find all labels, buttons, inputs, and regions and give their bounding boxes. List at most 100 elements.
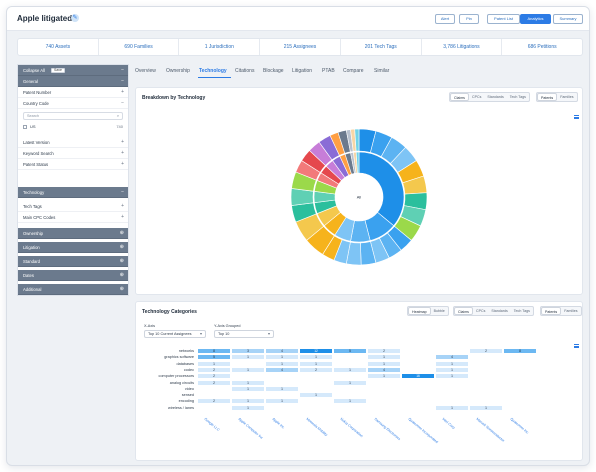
standards-toggle[interactable]: Standards [487,95,504,99]
heatmap-cell[interactable] [402,368,434,372]
heatmap-cell[interactable] [300,387,332,391]
plus-icon[interactable]: + [121,214,124,220]
patents-toggle[interactable]: Patents [541,307,562,315]
filter-main-cpc-codes[interactable]: Main CPC Codes + [18,212,128,223]
heatmap-cell[interactable]: 1 [368,361,400,366]
section-technology[interactable]: Technology − [18,187,128,198]
section-ownership[interactable]: Ownership ⊕ [18,228,128,239]
section-dates[interactable]: Dates ⊕ [18,270,128,281]
sunburst-inner-segment[interactable] [358,151,405,227]
heatmap-cell[interactable] [402,349,434,353]
stat-families[interactable]: 690 Families [99,39,180,55]
heatmap-cell[interactable] [368,406,400,410]
tab-similar[interactable]: Similar [374,68,390,74]
heatmap-cell[interactable] [470,399,502,403]
heatmap-cell[interactable] [300,406,332,410]
heatmap-cell[interactable]: 1 [334,380,366,385]
plus-icon[interactable]: + [121,89,124,95]
heatmap-cell[interactable]: 4 [266,349,298,353]
patent-list-button[interactable]: Patent List [487,14,520,24]
heatmap-cell[interactable]: 1 [232,399,264,404]
heatmap-cell[interactable] [470,381,502,385]
heatmap-cell[interactable]: 4 [266,367,298,372]
heatmap-cell[interactable] [198,393,230,397]
heatmap-cell[interactable]: 2 [198,399,230,404]
heatmap-cell[interactable] [402,393,434,397]
families-toggle[interactable]: Families [560,95,574,99]
heatmap-cell[interactable]: 2 [300,367,332,372]
heatmap-cell[interactable]: 2 [198,374,230,379]
heatmap-column-label[interactable]: Qualcomm Inc [509,417,530,435]
stat-tech-tags[interactable]: 201 Tech Tags [341,39,422,55]
standards-toggle[interactable]: Standards [491,309,508,313]
heatmap-cell[interactable] [470,368,502,372]
heatmap-cell[interactable]: 1 [198,361,230,366]
heatmap-cell[interactable]: 1 [436,361,468,366]
minus-icon[interactable]: − [121,67,124,73]
section-additional[interactable]: Additional ⊕ [18,284,128,295]
collapse-all-row[interactable]: Collapse All Save − [18,65,128,76]
plus-circle-icon[interactable]: ⊕ [119,286,124,292]
section-litigation[interactable]: Litigation ⊕ [18,242,128,253]
tab-ptab[interactable]: PTAB [322,68,335,74]
heatmap-cell[interactable]: 1 [232,380,264,385]
pin-button[interactable]: Pin [459,14,479,24]
plus-icon[interactable]: + [121,161,124,167]
heatmap-cell[interactable] [504,368,536,372]
heatmap-cell[interactable] [402,406,434,410]
tab-ownership[interactable]: Ownership [166,68,190,74]
tech-tags-toggle[interactable]: Tech Tags [513,309,530,313]
heatmap-column-label[interactable]: Qualcomm Incorporated [407,417,439,445]
heatmap-cell[interactable] [266,381,298,385]
heatmap-cell[interactable]: 1 [436,405,468,410]
heatmap-cell[interactable]: 1 [232,386,264,391]
sunburst-inner-segment[interactable] [355,151,360,174]
heatmap-cell[interactable] [504,393,536,397]
heatmap-cell[interactable] [368,399,400,403]
tab-litigation[interactable]: Litigation [292,68,313,74]
claims-toggle[interactable]: Claims [450,93,469,101]
tab-technology[interactable]: Technology [199,68,227,74]
heatmap-cell[interactable] [470,362,502,366]
heatmap-cell[interactable]: 5 [198,355,230,360]
us-checkbox[interactable] [23,125,27,129]
edit-icon[interactable]: ✎ [71,14,79,22]
filter-patent-status[interactable]: Patent Status + [18,159,128,170]
plus-icon[interactable]: + [121,139,124,145]
plus-icon[interactable]: + [121,150,124,156]
heatmap-cell[interactable] [266,374,298,378]
filter-latest-version[interactable]: Latest Version + [18,137,128,148]
analytics-button[interactable]: Analytics [520,14,551,24]
heatmap-cell[interactable] [436,349,468,353]
stat-jurisdiction[interactable]: 1 Jurisdiction [179,39,261,55]
heatmap-cell[interactable] [198,387,230,391]
sunburst-outer-segment[interactable] [354,128,360,152]
heatmap-cell[interactable] [334,362,366,366]
heatmap-cell[interactable]: 2 [198,367,230,372]
heatmap-cell[interactable] [402,355,434,359]
heatmap-cell[interactable] [334,393,366,397]
section-standard[interactable]: Standard ⊕ [18,256,128,267]
heatmap-cell[interactable] [402,362,434,366]
heatmap-cell[interactable]: 5 [334,349,366,353]
heatmap-cell[interactable] [368,393,400,397]
claims-toggle[interactable]: Claims [454,307,473,315]
heatmap-toggle[interactable]: Heatmap [408,307,431,315]
heatmap-cell[interactable] [334,374,366,378]
tab-blockage[interactable]: Blockage [263,68,284,74]
heatmap-column-label[interactable]: Samsung Electronics [373,417,402,442]
bubble-toggle[interactable]: Bubble [433,309,445,313]
heatmap-column-label[interactable]: Intel Corp [441,417,456,430]
heatmap-cell[interactable]: 1 [300,355,332,360]
filter-patent-number[interactable]: Patent Number + [18,87,128,98]
stat-assets[interactable]: 740 Assets [18,39,99,55]
heatmap-column-label[interactable]: Apple Computer Inc [237,417,264,440]
tech-tags-toggle[interactable]: Tech Tags [509,95,526,99]
heatmap-cell[interactable]: 1 [436,374,468,379]
heatmap-cell[interactable]: 1 [266,386,298,391]
heatmap-cell[interactable] [436,387,468,391]
heatmap-cell[interactable] [300,381,332,385]
heatmap-cell[interactable] [470,374,502,378]
heatmap-cell[interactable]: 1 [368,355,400,360]
heatmap-cell[interactable] [436,393,468,397]
